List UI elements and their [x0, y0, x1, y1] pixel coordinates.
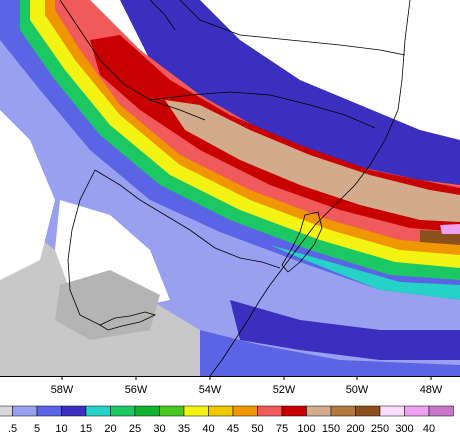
colorbar-swatch — [257, 405, 283, 417]
gray-patch-south — [55, 270, 160, 340]
precipitation-map — [0, 0, 460, 376]
colorbar-level-label: 30 — [153, 423, 165, 435]
border-argentina-uruguay — [67, 169, 101, 326]
no-rain-area-west — [0, 110, 55, 280]
colorbar-level-label: 5 — [34, 423, 40, 435]
colorbar-level-label: 40 — [423, 423, 435, 435]
precipitation-field — [0, 0, 460, 376]
precip-band-tan-core — [165, 100, 460, 222]
longitude-axis: 58W 56W 54W 52W 50W 48W — [0, 376, 460, 396]
colorbar-swatches — [0, 405, 454, 417]
border-argentina-brazil — [59, 0, 206, 121]
colorbar-swatch — [159, 405, 185, 417]
longitude-tick-marks — [61, 376, 432, 380]
colorbar-swatch — [134, 405, 160, 417]
longitude-tick-label: 52W — [273, 384, 296, 396]
precip-band-cyan-edge — [270, 245, 460, 300]
colorbar-swatch — [232, 405, 258, 417]
colorbar-swatch — [0, 405, 13, 417]
colorbar-swatch — [330, 405, 356, 417]
colorbar-swatch — [379, 405, 405, 417]
colorbar-swatch — [36, 405, 62, 417]
colorbar-swatch — [404, 405, 430, 417]
longitude-tick-label: 54W — [199, 384, 222, 396]
precipitation-colorbar: .5 5 10 15 20 25 30 35 40 45 50 75 100 150 200 250 300 40 — [0, 405, 454, 435]
border-paraguay — [149, 0, 176, 31]
geographic-boundaries — [59, 0, 411, 376]
colorbar-swatch — [61, 405, 87, 417]
colorbar-swatch — [428, 405, 454, 417]
state-border-pr-sc — [179, 0, 406, 56]
longitude-tick-label: 58W — [51, 384, 74, 396]
precip-band-blue-south — [230, 300, 460, 360]
colorbar-level-label: 150 — [322, 423, 340, 435]
colorbar-level-label: 100 — [297, 423, 315, 435]
colorbar-swatch — [208, 405, 234, 417]
border-uruguay-brazil — [94, 169, 281, 269]
colorbar-level-label: 10 — [55, 423, 67, 435]
colorbar-level-label: 300 — [395, 423, 413, 435]
colorbar-level-label: 250 — [371, 423, 389, 435]
lagoon-outline — [281, 211, 323, 273]
colorbar-swatch — [183, 405, 209, 417]
colorbar-level-label: 40 — [202, 423, 214, 435]
colorbar-level-label: 25 — [129, 423, 141, 435]
precip-spot-magenta — [440, 224, 460, 234]
colorbar-swatch — [85, 405, 111, 417]
colorbar-level-label: 200 — [346, 423, 364, 435]
colorbar-level-label: 75 — [276, 423, 288, 435]
coastline — [209, 0, 411, 376]
colorbar-swatch — [110, 405, 136, 417]
colorbar-level-label: 15 — [80, 423, 92, 435]
colorbar-level-label: 45 — [227, 423, 239, 435]
longitude-tick-label: 56W — [125, 384, 148, 396]
river-plate-estuary — [99, 311, 157, 331]
colorbar-swatch — [12, 405, 38, 417]
colorbar-swatch — [281, 405, 307, 417]
state-border-sc-rs — [149, 91, 376, 129]
colorbar-swatch — [355, 405, 381, 417]
longitude-tick-label: 48W — [420, 384, 443, 396]
precip-band-lightblue-se — [200, 330, 460, 376]
colorbar-level-label: 35 — [178, 423, 190, 435]
colorbar-swatch — [306, 405, 332, 417]
longitude-tick-label: 50W — [346, 384, 369, 396]
colorbar-level-label: 50 — [251, 423, 263, 435]
colorbar-level-label: 20 — [104, 423, 116, 435]
colorbar-labels: .5 5 10 15 20 25 30 35 40 45 50 75 100 150 200 250 300 40 — [8, 423, 435, 435]
colorbar-level-label: .5 — [8, 423, 17, 435]
